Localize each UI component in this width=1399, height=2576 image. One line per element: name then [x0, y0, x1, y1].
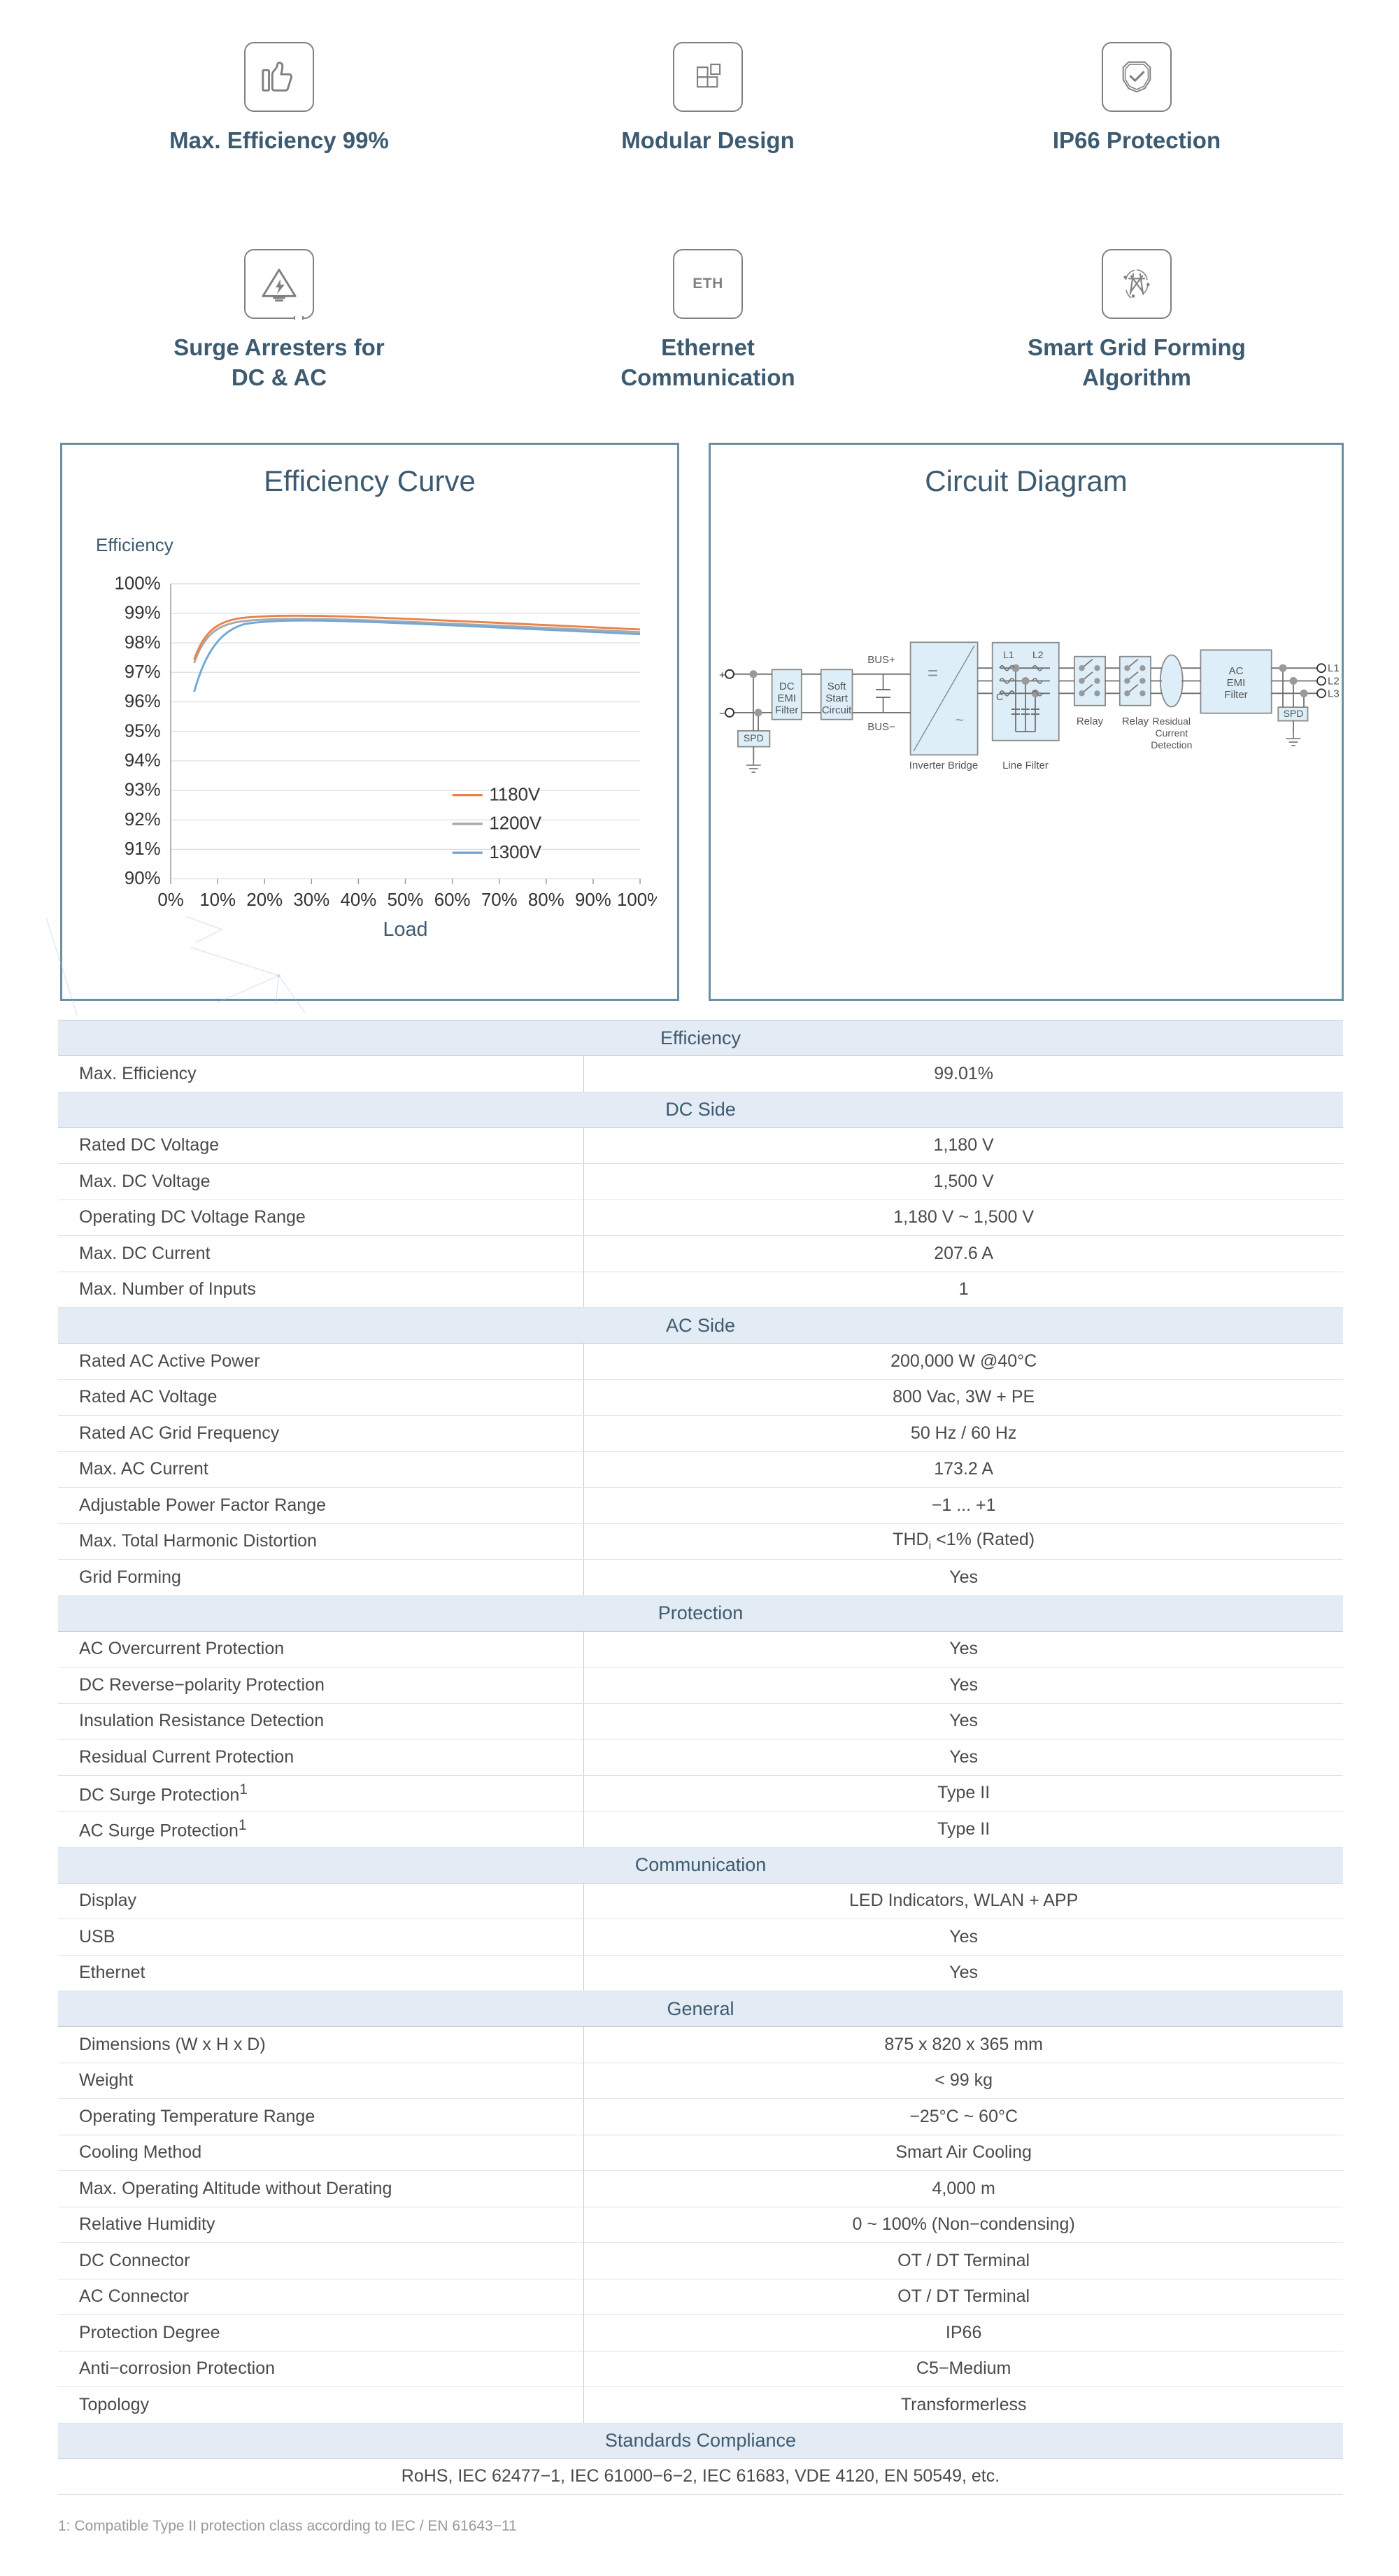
svg-text:Relay: Relay — [1122, 716, 1149, 727]
svg-text:DC: DC — [779, 681, 795, 692]
svg-text:AC: AC — [1229, 665, 1244, 677]
svg-text:100%: 100% — [617, 890, 657, 910]
svg-text:Relay: Relay — [1077, 716, 1104, 727]
svg-text:−: − — [719, 708, 725, 720]
svg-text:L3: L3 — [1328, 688, 1340, 699]
svg-text:Inverter Bridge: Inverter Bridge — [909, 760, 978, 771]
svg-text:Filter: Filter — [775, 704, 798, 716]
svg-text:Current: Current — [1155, 727, 1188, 739]
svg-text:90%: 90% — [575, 890, 611, 910]
svg-text:BUS−: BUS− — [867, 721, 895, 733]
svg-text:Circuit: Circuit — [822, 704, 852, 716]
svg-text:98%: 98% — [125, 633, 161, 653]
svg-text:94%: 94% — [125, 751, 161, 771]
svg-text:Residual: Residual — [1153, 716, 1191, 727]
svg-text:96%: 96% — [125, 692, 161, 711]
svg-text:1300V: 1300V — [489, 843, 542, 862]
svg-text:L1: L1 — [1328, 662, 1340, 674]
svg-text:Filter: Filter — [1224, 689, 1247, 701]
svg-text:BUS+: BUS+ — [867, 654, 895, 666]
svg-text:80%: 80% — [528, 890, 564, 910]
svg-text:SPD: SPD — [1284, 708, 1304, 719]
svg-text:Detection: Detection — [1151, 739, 1192, 750]
svg-text:Line Filter: Line Filter — [1002, 760, 1049, 771]
svg-text:97%: 97% — [125, 662, 161, 682]
svg-text:~: ~ — [956, 713, 964, 728]
svg-text:L1: L1 — [1003, 649, 1014, 660]
svg-text:SPD: SPD — [744, 732, 764, 743]
svg-text:100%: 100% — [114, 574, 160, 593]
svg-text:Soft: Soft — [828, 681, 847, 692]
svg-text:=: = — [928, 662, 938, 683]
svg-text:93%: 93% — [125, 781, 161, 800]
svg-text:L2: L2 — [1328, 676, 1340, 688]
svg-text:+: + — [719, 669, 725, 681]
svg-text:Start: Start — [825, 692, 848, 704]
svg-text:EMI: EMI — [1227, 677, 1246, 689]
svg-text:EMI: EMI — [777, 692, 796, 704]
svg-text:L2: L2 — [1032, 649, 1044, 660]
svg-text:95%: 95% — [125, 721, 161, 741]
svg-text:1180V: 1180V — [489, 785, 541, 804]
svg-text:99%: 99% — [125, 604, 161, 623]
svg-text:1200V: 1200V — [489, 814, 542, 834]
